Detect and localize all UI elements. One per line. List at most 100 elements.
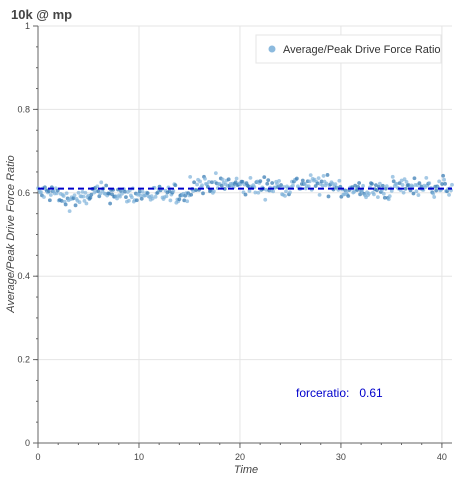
data-point [402, 177, 407, 182]
data-point [358, 192, 363, 197]
data-point [443, 181, 447, 186]
data-point [367, 191, 371, 196]
data-point [447, 192, 451, 197]
data-point [194, 188, 198, 193]
data-point [59, 199, 64, 203]
data-point [361, 183, 365, 188]
data-points [36, 171, 454, 214]
data-point [390, 174, 395, 179]
data-point [192, 180, 197, 185]
data-point [198, 179, 202, 184]
axes: 00.20.40.60.810 10 20 30 40 [17, 21, 452, 462]
data-point [123, 189, 127, 194]
data-point [273, 185, 278, 190]
data-point [155, 190, 160, 195]
data-point [406, 183, 411, 187]
legend-marker [268, 45, 276, 53]
data-point [39, 190, 43, 194]
x-tick-label: 20 [235, 452, 245, 462]
data-point [150, 196, 155, 201]
data-point [320, 183, 325, 188]
data-point [370, 181, 374, 186]
data-point [325, 173, 330, 177]
data-point [372, 192, 376, 197]
y-tick-label: 1 [25, 21, 30, 31]
legend: Average/Peak Drive Force Ratio [255, 34, 442, 64]
data-point [315, 181, 320, 186]
data-point [427, 181, 432, 186]
data-point [410, 184, 415, 189]
data-point [306, 184, 311, 189]
data-point [324, 181, 329, 186]
data-point [171, 188, 176, 193]
data-point [48, 193, 53, 197]
data-point [89, 192, 94, 197]
data-point [265, 181, 270, 186]
data-point [389, 188, 394, 193]
data-point [374, 183, 378, 188]
data-point [317, 192, 322, 197]
data-point [140, 189, 145, 194]
data-point [211, 189, 216, 194]
data-point [266, 178, 271, 183]
data-point [195, 182, 199, 187]
data-point [419, 184, 424, 189]
data-point [188, 175, 193, 179]
data-point [248, 175, 253, 180]
data-point [381, 191, 386, 196]
data-point [262, 175, 267, 179]
data-point [337, 178, 342, 183]
y-tick-label: 0.6 [17, 188, 30, 198]
annotation-group: forceratio: 0.61 [296, 386, 383, 400]
data-point [275, 182, 280, 187]
data-point [173, 183, 178, 188]
data-point [200, 183, 204, 188]
data-point [437, 179, 442, 184]
x-tick-label: 10 [134, 452, 144, 462]
data-point [258, 179, 263, 184]
data-point [263, 197, 268, 202]
data-point [316, 176, 321, 181]
data-point [246, 184, 251, 189]
legend-entry-label: Average/Peak Drive Force Ratio [283, 44, 441, 56]
data-point [442, 177, 446, 182]
data-point [118, 194, 122, 199]
annotation-label: forceratio: [296, 386, 349, 400]
data-point [47, 198, 52, 203]
data-point [138, 193, 143, 198]
data-point [333, 182, 338, 187]
data-point [401, 190, 406, 195]
data-point [253, 190, 258, 195]
data-point [307, 179, 312, 184]
data-point [83, 190, 88, 195]
data-point [377, 181, 382, 186]
data-point [391, 179, 396, 184]
data-point [76, 190, 81, 195]
data-point [134, 198, 139, 203]
data-point [115, 196, 119, 201]
data-point [450, 182, 454, 187]
data-point [400, 183, 405, 187]
data-point [233, 180, 238, 185]
data-point [81, 194, 86, 199]
data-point [104, 183, 109, 188]
data-point [99, 180, 104, 185]
data-point [61, 194, 66, 198]
data-point [213, 171, 218, 176]
y-tick-label: 0 [25, 438, 30, 448]
data-point [382, 195, 387, 200]
data-point [417, 181, 422, 186]
data-point [63, 202, 68, 207]
y-axis-title: Average/Peak Drive Force Ratio [5, 155, 17, 314]
data-point [294, 176, 299, 181]
data-point [209, 180, 214, 185]
data-point [73, 203, 78, 208]
data-point [434, 188, 439, 193]
data-point [308, 173, 313, 178]
data-point [399, 178, 404, 183]
data-point [414, 189, 419, 194]
data-point [284, 189, 288, 194]
data-point [394, 181, 399, 186]
